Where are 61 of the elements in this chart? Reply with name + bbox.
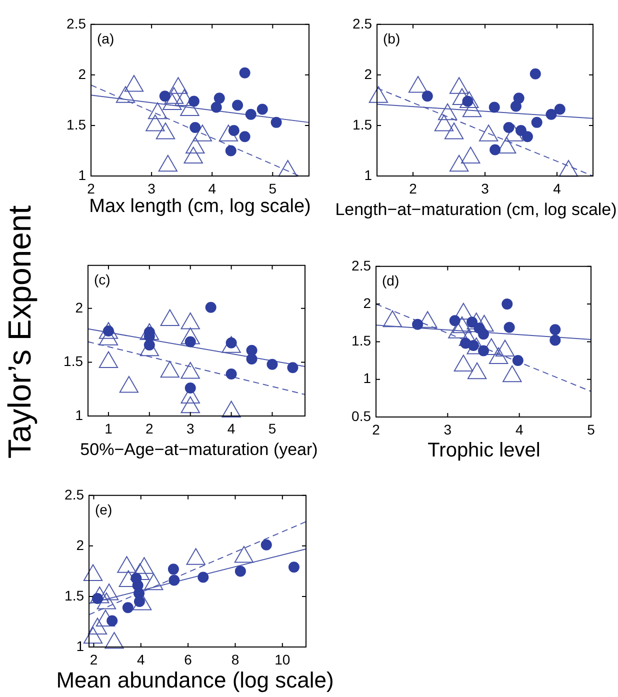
annotation: (d) [382, 272, 400, 288]
x-tick-label: 3 [444, 421, 452, 438]
annotation: (a) [97, 30, 114, 46]
y-tick-label: 1 [78, 166, 86, 183]
x-tick-label: 1 [104, 420, 113, 436]
y-tick-label: 2.5 [64, 486, 84, 502]
y-tick-label: 1.5 [352, 332, 372, 349]
point [287, 362, 298, 374]
y-tick-label: 1.5 [66, 116, 86, 132]
x-tick-label: 10 [274, 651, 290, 668]
point [180, 396, 200, 414]
x-tick-label: 4 [208, 180, 216, 196]
y-axis-title: Taylor’s Exponent [1, 205, 38, 459]
x-axis-title: Trophic level [428, 440, 540, 462]
point [266, 358, 278, 370]
x-tick-label: 4 [553, 180, 562, 196]
y-tick-label: 2.5 [352, 257, 372, 274]
point [144, 340, 155, 351]
x-tick-label: 3 [186, 420, 194, 436]
point [184, 336, 196, 348]
y-tick-label: 1 [75, 406, 84, 423]
x-tick-label: 6 [184, 651, 192, 668]
x-axis-title: 50%−Age−at−maturation (year) [80, 440, 318, 460]
x-tick-label: 2 [409, 180, 418, 196]
x-axis-title: Max length (cm, log scale) [89, 196, 311, 218]
point [160, 360, 180, 378]
point [180, 362, 200, 379]
point [205, 302, 216, 313]
x-tick-label: 5 [587, 421, 596, 438]
y-tick-label: 2 [364, 66, 372, 82]
y-tick-label: 1.5 [64, 353, 84, 370]
x-tick-label: 4 [136, 651, 145, 668]
y-tick-label: 1 [364, 166, 372, 183]
y-tick-label: 2.5 [352, 15, 372, 32]
x-tick-label: 2 [90, 651, 98, 668]
annotation: (b) [383, 30, 400, 46]
x-tick-label: 8 [231, 651, 240, 668]
annotation: (c) [94, 271, 110, 288]
y-tick-label: 2 [76, 536, 84, 553]
point [222, 400, 241, 418]
x-tick-label: 3 [148, 180, 156, 196]
x-tick-label: 4 [227, 420, 236, 436]
x-tick-label: 4 [515, 421, 524, 438]
y-tick-label: 1.5 [352, 116, 372, 132]
x-tick-label: 3 [481, 180, 490, 196]
y-tick-label: 2 [78, 66, 86, 82]
annotation: (e) [95, 501, 112, 518]
x-tick-label: 5 [268, 420, 276, 436]
point [246, 353, 258, 364]
x-axis-title: Length−at−maturation (cm, log scale) [335, 200, 617, 220]
point [119, 376, 139, 393]
x-tick-label: 5 [268, 180, 277, 196]
x-axis-title: Mean abundance (log scale) [56, 667, 334, 693]
y-tick-label: 1 [76, 638, 84, 654]
y-tick-label: 2.5 [66, 15, 86, 32]
y-tick-label: 2 [75, 299, 84, 316]
y-tick-label: 1.5 [64, 587, 84, 604]
x-tick-label: 2 [146, 420, 154, 436]
y-tick-label: 0.5 [352, 408, 372, 424]
y-tick-label: 1 [363, 370, 372, 386]
y-tick-label: 2 [363, 294, 372, 311]
